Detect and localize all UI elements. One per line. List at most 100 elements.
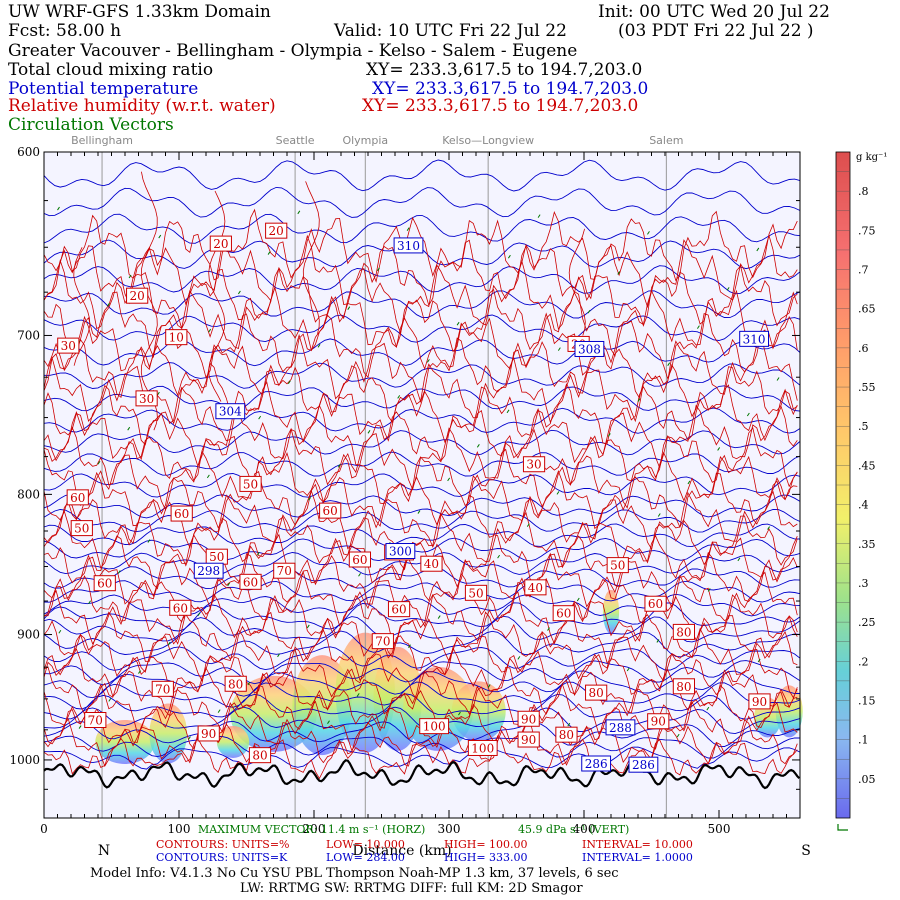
- colorbar-tick-label: .4: [858, 499, 869, 512]
- rh-label-box: [748, 693, 771, 710]
- rh-label: 100: [423, 720, 446, 734]
- circulation-vector: [107, 302, 110, 307]
- x-tick-label: 400: [573, 822, 596, 836]
- y-tick-label: 600: [17, 145, 40, 159]
- rh-label: 80: [676, 680, 691, 694]
- rh-label: 90: [651, 715, 666, 729]
- rh-label: 70: [88, 713, 103, 727]
- rh-label-box: [57, 337, 80, 354]
- valid-time: Valid: 10 UTC Fri 22 Jul 22: [334, 21, 567, 41]
- rh-contour: [568, 228, 586, 336]
- rh-label-box: [248, 747, 272, 764]
- theta-label: 304: [219, 405, 242, 419]
- theta-contour: [43, 493, 801, 519]
- theta-label-box: [574, 340, 605, 357]
- circulation-vector: [757, 658, 761, 663]
- circulation-vector: [367, 430, 371, 434]
- rh-label-box: [517, 710, 540, 727]
- rh-label: 30: [526, 458, 541, 472]
- rh-label-box: [126, 287, 149, 304]
- rh-label-box: [66, 489, 89, 506]
- rh-label: 90: [521, 712, 536, 726]
- circulation-vector: [227, 582, 231, 587]
- theta-contour: [43, 159, 801, 192]
- route: Greater Vacouver - Bellingham - Olympia …: [8, 41, 578, 61]
- circulation-vector: [138, 670, 141, 674]
- rh-contour-units: CONTOURS: UNITS=%: [156, 838, 290, 851]
- rh-label-box: [135, 390, 158, 407]
- circulation-vector: [258, 415, 262, 420]
- circulation-vector: [167, 641, 171, 646]
- circulation-vector: [537, 214, 541, 218]
- rh-label-box: [84, 711, 107, 728]
- circulation-vector: [117, 570, 121, 574]
- rh-label-box: [209, 235, 232, 252]
- theta-contour-high: HIGH= 333.00: [444, 851, 528, 864]
- rh-contour: [43, 718, 798, 768]
- circulation-vector: [88, 600, 91, 605]
- circulation-vector: [127, 426, 131, 431]
- rh-label-box: [644, 595, 667, 612]
- city-label: Olympia: [342, 134, 388, 147]
- circulation-vector: [717, 447, 721, 451]
- theta-contour: [43, 523, 801, 548]
- rh-label: 90: [521, 733, 536, 747]
- theta-contour: [43, 720, 801, 747]
- rh-contour: [43, 259, 798, 335]
- circulation-vector: [347, 306, 351, 310]
- circulation-vector: [197, 612, 201, 617]
- circulation-vector: [217, 709, 221, 713]
- model-info-physics: LW: RRTMG SW: RRTMG DIFF: full KM: 2D Sm…: [240, 881, 583, 896]
- theta-contour: [43, 693, 801, 720]
- rh-label: 60: [352, 553, 367, 567]
- rh-label: 60: [70, 491, 85, 505]
- theta-contour-low: LOW= 284.00: [326, 851, 405, 864]
- rh-label-box: [93, 575, 116, 592]
- circulation-vector: [156, 391, 160, 396]
- rh-contour: [43, 589, 798, 645]
- rh-label-box: [672, 678, 695, 695]
- city-label: Kelso—Longview: [442, 134, 534, 147]
- y-tick-label: 1000: [9, 753, 40, 767]
- circulation-vector: [676, 733, 680, 738]
- city-label: Salem: [649, 134, 683, 147]
- rh-label-box: [606, 557, 629, 574]
- max-vector: MAXIMUM VECTOR: 11.4 m s⁻¹ (HORZ): [198, 823, 426, 836]
- city-label: Bellingham: [71, 134, 133, 147]
- rh-label-box: [371, 633, 394, 650]
- theta-label-box: [393, 237, 424, 254]
- rh-label-box: [348, 551, 371, 568]
- rh-label: 60: [243, 575, 258, 589]
- rh-label-box: [585, 684, 608, 701]
- circulation-vector: [657, 513, 661, 517]
- circulation-vector: [656, 639, 660, 643]
- circulation-vector: [256, 551, 260, 556]
- circulation-vector: [696, 325, 700, 329]
- circulation-vector: [667, 362, 671, 366]
- circulation-vector: [526, 523, 530, 527]
- circulation-vector: [637, 398, 641, 402]
- theta-contour: [43, 429, 801, 456]
- rh-label-box: [273, 562, 296, 579]
- rh-contour: [43, 286, 798, 359]
- rh-contour: [43, 381, 798, 446]
- colorbar-tick-label: .65: [858, 303, 876, 316]
- theta-contour: [43, 362, 801, 389]
- rh-label: 60: [97, 577, 112, 591]
- rh-label-box: [672, 623, 695, 640]
- circulation-vector: [487, 684, 491, 688]
- circulation-vector: [57, 206, 60, 211]
- theta-label-box: [739, 330, 770, 347]
- theta-contour: [43, 265, 801, 295]
- field-theta: Potential temperature: [8, 79, 199, 99]
- vert-vector: 45.9 dPa s⁻¹ (VERT): [518, 823, 630, 836]
- circulation-vector: [547, 627, 550, 631]
- circulation-vector: [557, 347, 561, 351]
- circulation-vector: [767, 526, 771, 530]
- x-tick-label: 100: [168, 822, 191, 836]
- circulation-vector: [158, 234, 162, 239]
- cloud-region: [451, 681, 506, 742]
- circulation-vector: [337, 464, 341, 468]
- x-tick-label: 500: [708, 822, 731, 836]
- circulation-vector: [208, 328, 212, 333]
